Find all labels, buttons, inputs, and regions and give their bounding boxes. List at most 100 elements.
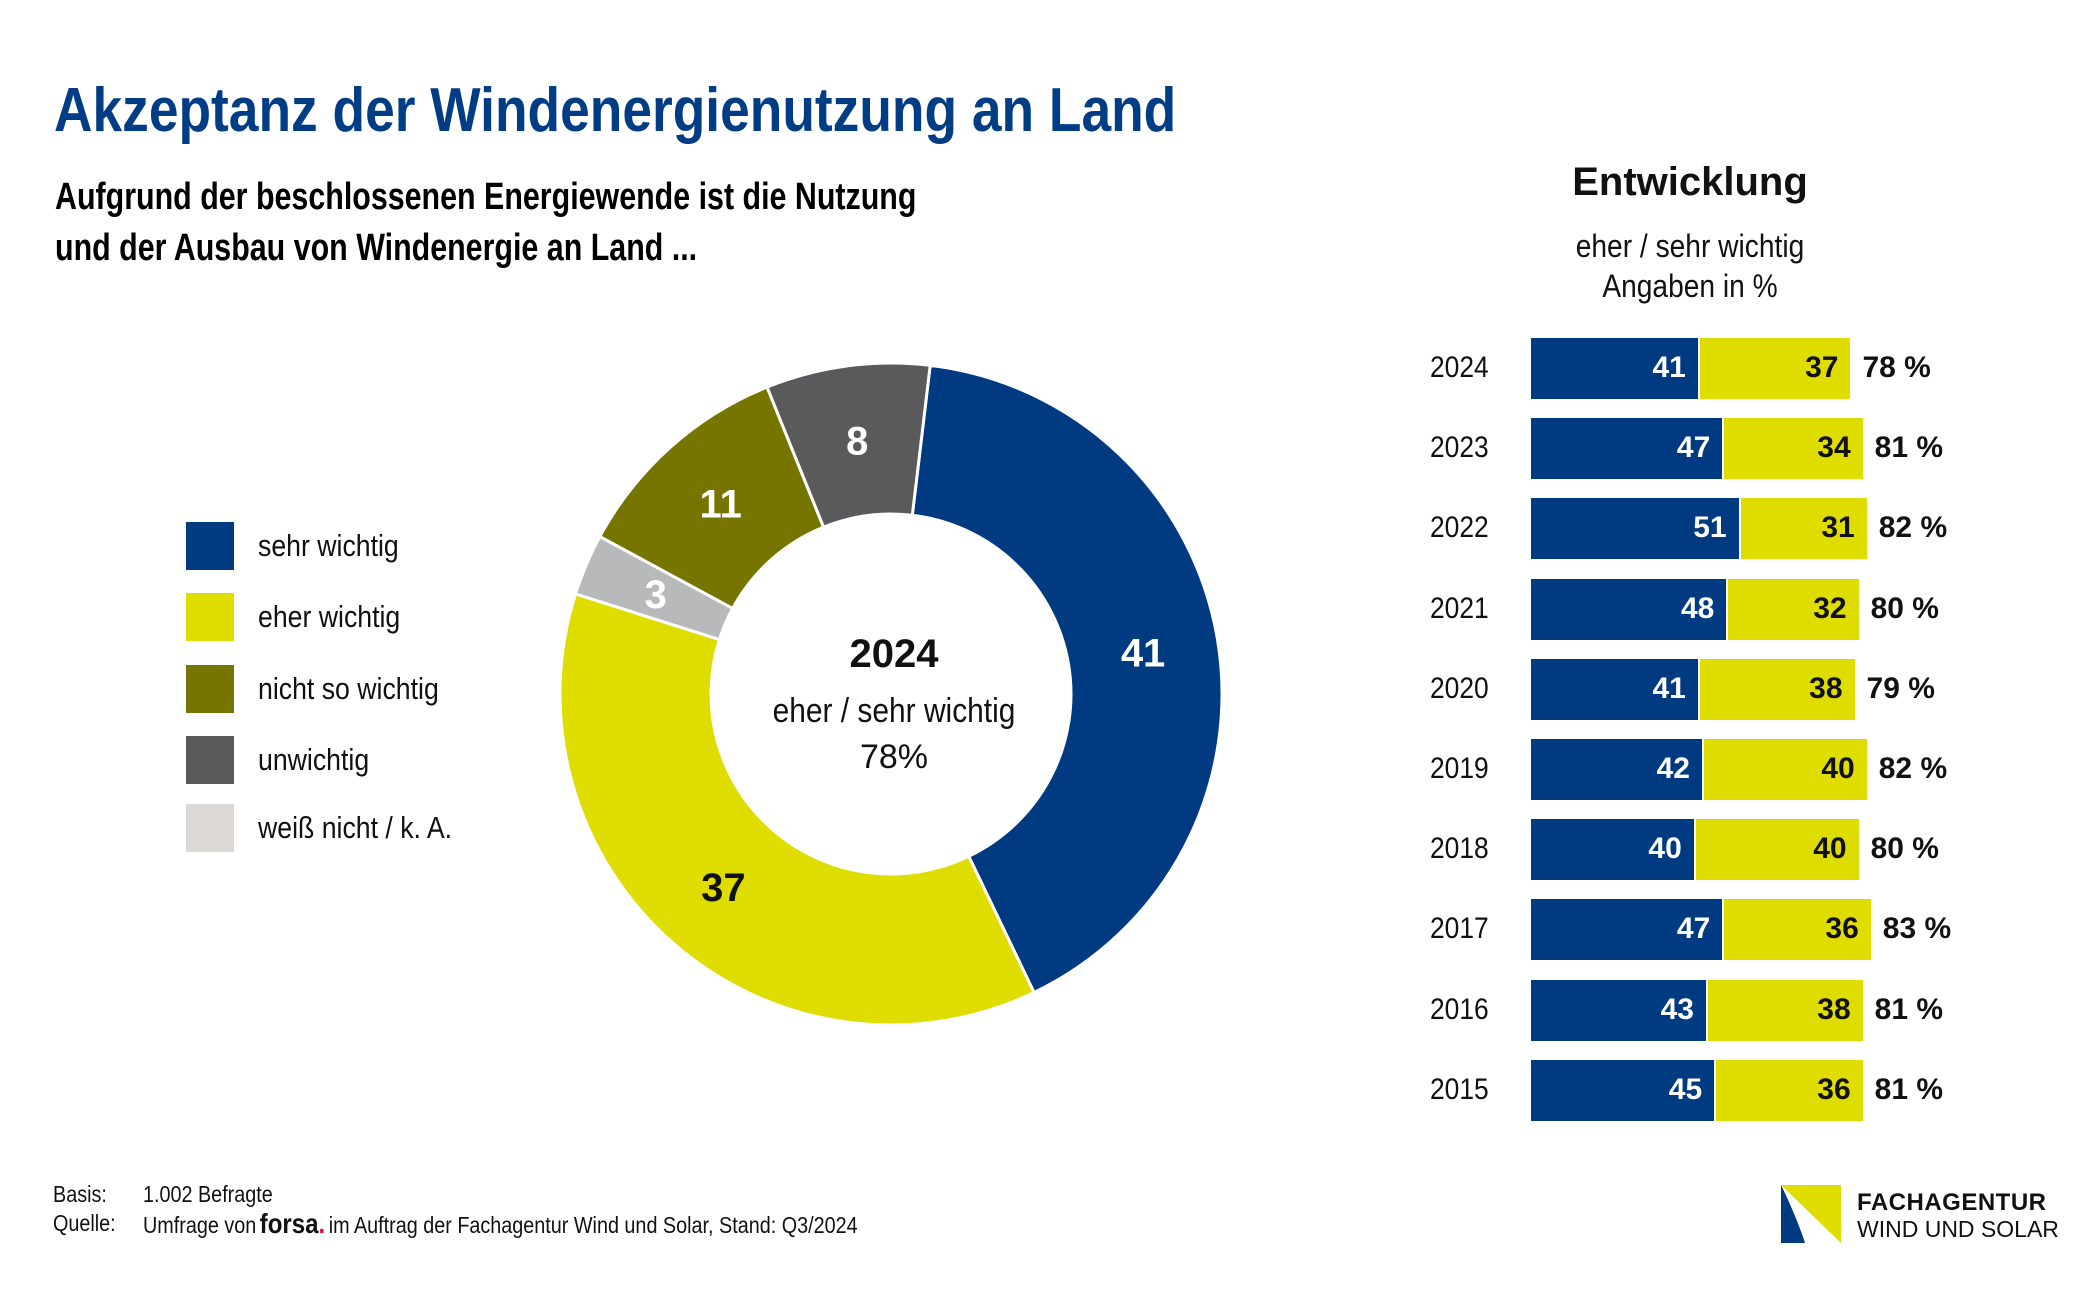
bar-value-label: 36 bbox=[1817, 1072, 1851, 1106]
logo-text-line-1: FACHAGENTUR bbox=[1857, 1189, 2047, 1216]
bar-value-label: 51 bbox=[1693, 511, 1727, 545]
bar-value-label: 36 bbox=[1825, 912, 1859, 946]
bar-row-2023: 2023 47 34 81 % bbox=[1430, 418, 2090, 480]
bar-value-label: 38 bbox=[1809, 671, 1843, 705]
basis-value: 1.002 Befragte bbox=[143, 1181, 273, 1207]
forsa-dot: . bbox=[318, 1208, 326, 1239]
bar-segment-sehr-wichtig: 47 bbox=[1531, 418, 1723, 480]
bar-segment-sehr-wichtig: 48 bbox=[1531, 578, 1727, 640]
year-label: 2022 bbox=[1430, 511, 1489, 545]
year-label: 2020 bbox=[1430, 671, 1489, 705]
bar-value-label: 47 bbox=[1676, 912, 1711, 946]
bar-segment-eher-wichtig: 40 bbox=[1695, 819, 1859, 881]
bar-row-2015: 2015 45 36 81 % bbox=[1430, 1059, 2090, 1121]
bar-row-2018: 2018 40 40 80 % bbox=[1430, 819, 2090, 881]
bar-value-label: 31 bbox=[1821, 511, 1855, 545]
donut-slice-sehr-wichtig bbox=[910, 363, 1224, 995]
bar-value-label: 40 bbox=[1821, 752, 1855, 785]
bar-segment-eher-wichtig: 31 bbox=[1740, 498, 1867, 560]
bar-segment-eher-wichtig: 32 bbox=[1728, 578, 1859, 640]
bar-total-label: 82 % bbox=[1878, 511, 1948, 545]
bar-segment-sehr-wichtig: 47 bbox=[1531, 899, 1723, 961]
bar-total-label: 83 % bbox=[1882, 912, 1952, 946]
legend-swatch-nicht-so-wichtig bbox=[186, 665, 234, 713]
fachagentur-logo: FACHAGENTUR WIND UND SOLAR bbox=[1781, 1185, 2081, 1245]
bar-total-label: 78 % bbox=[1862, 351, 1931, 384]
bar-total-label: 80 % bbox=[1870, 591, 1939, 625]
bar-total-label: 81 % bbox=[1874, 992, 1944, 1026]
legend-label: weiß nicht / k. A. bbox=[258, 810, 453, 845]
legend-item: weiß nicht / k. A. bbox=[186, 804, 586, 852]
legend-item: sehr wichtig bbox=[186, 522, 586, 570]
legend-item: nicht so wichtig bbox=[186, 665, 586, 713]
bar-segment-eher-wichtig: 37 bbox=[1699, 338, 1851, 399]
bar-total-label: 80 % bbox=[1870, 832, 1939, 866]
bar-value-label: 41 bbox=[1652, 351, 1686, 384]
donut-slice-unwichtig bbox=[765, 361, 932, 530]
bar-row-2024: 2024 41 37 78 % bbox=[1430, 338, 2090, 399]
year-label: 2018 bbox=[1430, 832, 1489, 866]
legend-label: unwichtig bbox=[258, 742, 370, 777]
donut-center-value: 78% bbox=[859, 738, 929, 776]
year-label: 2016 bbox=[1430, 992, 1489, 1026]
donut-slice-label: 11 bbox=[700, 483, 742, 527]
legend-item: unwichtig bbox=[186, 736, 586, 784]
bar-row-2019: 2019 42 40 82 % bbox=[1430, 739, 2090, 800]
source-suffix: im Auftrag der Fachagentur Wind und Sola… bbox=[328, 1212, 858, 1238]
bar-total-label: 79 % bbox=[1866, 671, 1935, 705]
logo-text-line-2: WIND UND SOLAR bbox=[1857, 1216, 2059, 1242]
bar-value-label: 40 bbox=[1648, 832, 1682, 866]
development-unit-note: Angaben in % bbox=[1602, 268, 1778, 304]
year-label: 2019 bbox=[1430, 752, 1489, 785]
development-title: Entwicklung bbox=[1572, 160, 1808, 204]
donut-slice-label: 3 bbox=[645, 573, 667, 617]
bar-value-label: 38 bbox=[1817, 992, 1851, 1026]
bar-segment-sehr-wichtig: 41 bbox=[1531, 658, 1698, 720]
bar-value-label: 45 bbox=[1668, 1072, 1703, 1106]
donut-slice-label: 41 bbox=[1121, 631, 1166, 675]
bar-row-2017: 2017 47 36 83 % bbox=[1430, 899, 2090, 961]
donut-center-label: eher / sehr wichtig bbox=[772, 692, 1016, 730]
legend-item: eher wichtig bbox=[186, 593, 586, 641]
bar-segment-sehr-wichtig: 51 bbox=[1531, 498, 1739, 560]
subtitle-line-1: Aufgrund der beschlossenen Energiewende … bbox=[55, 176, 917, 218]
bar-value-label: 32 bbox=[1813, 591, 1847, 625]
bar-row-2021: 2021 48 32 80 % bbox=[1430, 578, 2090, 640]
bar-value-label: 40 bbox=[1813, 832, 1847, 866]
legend-swatch-eher-wichtig bbox=[186, 593, 234, 641]
legend-label: sehr wichtig bbox=[258, 528, 399, 563]
legend-swatch-weiss-nicht bbox=[186, 804, 234, 852]
forsa-logo: forsa. bbox=[260, 1208, 326, 1239]
bar-row-2016: 2016 43 38 81 % bbox=[1430, 979, 2090, 1041]
fachagentur-logo-icon bbox=[1781, 1185, 1841, 1243]
bar-row-2020: 2020 41 38 79 % bbox=[1430, 658, 2090, 720]
bar-segment-sehr-wichtig: 40 bbox=[1531, 819, 1694, 881]
donut-slice-label: 8 bbox=[846, 420, 868, 464]
bar-value-label: 48 bbox=[1680, 591, 1715, 625]
bar-total-label: 81 % bbox=[1874, 431, 1944, 465]
bar-value-label: 41 bbox=[1652, 671, 1686, 705]
subtitle-line-2: und der Ausbau von Windenergie an Land .… bbox=[55, 227, 698, 269]
legend-label: nicht so wichtig bbox=[258, 671, 439, 706]
bar-segment-eher-wichtig: 40 bbox=[1703, 739, 1867, 800]
development-subtitle: eher / sehr wichtig bbox=[1575, 228, 1805, 264]
source-prefix: Umfrage von bbox=[143, 1212, 257, 1238]
year-label: 2015 bbox=[1430, 1072, 1489, 1106]
bar-row-2022: 2022 51 31 82 % bbox=[1430, 498, 2090, 560]
bar-total-label: 82 % bbox=[1878, 752, 1948, 785]
year-label: 2024 bbox=[1430, 351, 1489, 384]
donut-slice-label: 37 bbox=[701, 866, 746, 910]
basis-key: Basis: bbox=[53, 1181, 107, 1207]
bar-value-label: 43 bbox=[1660, 992, 1694, 1026]
year-label: 2017 bbox=[1430, 912, 1489, 946]
bar-segment-eher-wichtig: 36 bbox=[1724, 899, 1871, 961]
legend-label: eher wichtig bbox=[258, 599, 401, 634]
source-value: Umfrage von forsa. im Auftrag der Fachagen… bbox=[143, 1209, 858, 1240]
bar-segment-sehr-wichtig: 41 bbox=[1531, 338, 1698, 399]
bar-segment-eher-wichtig: 38 bbox=[1699, 658, 1855, 720]
bar-segment-eher-wichtig: 34 bbox=[1724, 418, 1863, 480]
forsa-wordmark: forsa bbox=[259, 1208, 319, 1239]
bar-value-label: 42 bbox=[1656, 752, 1690, 785]
chart-subtitle: Aufgrund der beschlossenen Energiewende … bbox=[55, 172, 916, 274]
